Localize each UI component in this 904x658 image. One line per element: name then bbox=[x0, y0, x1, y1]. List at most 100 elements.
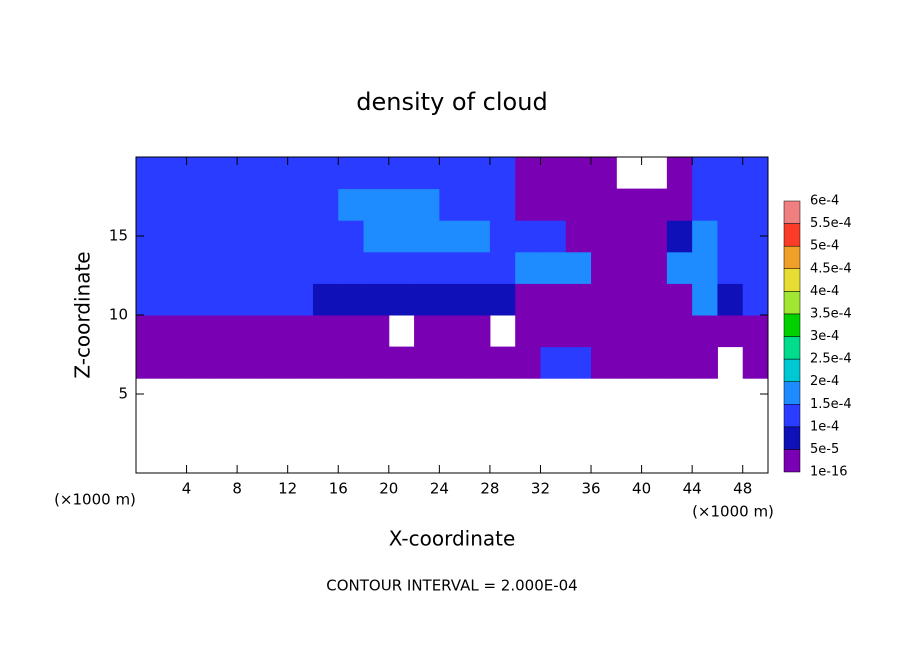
contour-cell bbox=[540, 315, 567, 348]
colorbar-label: 3.5e-4 bbox=[810, 306, 852, 321]
colorbar-swatch bbox=[783, 358, 801, 382]
contour-cell bbox=[489, 188, 516, 221]
colorbar-label: 1.5e-4 bbox=[810, 397, 852, 412]
contour-cell bbox=[136, 157, 162, 190]
contour-cell bbox=[287, 251, 314, 284]
x-tick-label: 36 bbox=[581, 480, 600, 498]
contour-cell bbox=[237, 188, 263, 221]
contour-cell bbox=[439, 315, 466, 348]
contour-cell bbox=[591, 283, 617, 316]
contour-cell bbox=[692, 188, 718, 221]
contour-cell bbox=[237, 346, 263, 379]
contour-cell bbox=[717, 157, 744, 190]
colorbar-swatch bbox=[783, 313, 801, 337]
contour-cell bbox=[742, 315, 769, 348]
contour-cell bbox=[363, 188, 390, 221]
contour-cell bbox=[666, 220, 693, 253]
contour-cell bbox=[363, 283, 390, 316]
contour-cell bbox=[489, 283, 516, 316]
contour-cell bbox=[262, 220, 289, 253]
contour-cell bbox=[211, 157, 238, 190]
contour-cell bbox=[161, 346, 188, 379]
contour-cell bbox=[591, 157, 617, 190]
contour-cell bbox=[616, 283, 643, 316]
contour-cell bbox=[515, 188, 541, 221]
contour-cell bbox=[515, 220, 541, 253]
contour-cell bbox=[692, 283, 718, 316]
contour-cell bbox=[312, 315, 339, 348]
colorbar-swatch bbox=[783, 404, 801, 428]
contour-cell bbox=[540, 283, 567, 316]
contour-cell bbox=[464, 188, 491, 221]
contour-cell bbox=[414, 251, 440, 284]
contour-cell bbox=[262, 188, 289, 221]
contour-cell bbox=[414, 283, 440, 316]
contour-cell bbox=[338, 346, 365, 379]
contour-cell bbox=[616, 315, 643, 348]
x-tick-label: 32 bbox=[531, 480, 550, 498]
colorbar-swatch bbox=[783, 449, 801, 473]
contour-cell bbox=[692, 251, 718, 284]
contour-cell bbox=[641, 251, 668, 284]
y-tick-label: 5 bbox=[118, 385, 128, 403]
colorbar-label: 5.5e-4 bbox=[810, 216, 852, 231]
contour-cell bbox=[338, 157, 365, 190]
x-axis-label: X-coordinate bbox=[389, 527, 516, 551]
contour-cell bbox=[211, 346, 238, 379]
contour-cell bbox=[262, 346, 289, 379]
contour-cell bbox=[717, 220, 744, 253]
contour-cell bbox=[262, 315, 289, 348]
contour-cell bbox=[388, 346, 415, 379]
x-tick-label: 4 bbox=[182, 480, 192, 498]
contour-cell bbox=[692, 157, 718, 190]
contour-cell bbox=[742, 157, 769, 190]
contour-cell bbox=[237, 220, 263, 253]
contour-cell bbox=[388, 188, 415, 221]
contour-cell bbox=[692, 315, 718, 348]
contour-cell bbox=[136, 346, 162, 379]
y-tick-label: 15 bbox=[109, 227, 128, 245]
contour-cell bbox=[211, 315, 238, 348]
contour-cell bbox=[464, 315, 491, 348]
contour-cell bbox=[211, 283, 238, 316]
contour-cell bbox=[616, 188, 643, 221]
contour-cell bbox=[666, 251, 693, 284]
contour-cell bbox=[540, 157, 567, 190]
contour-cell bbox=[489, 251, 516, 284]
contour-cell bbox=[616, 220, 643, 253]
contour-cell bbox=[641, 315, 668, 348]
colorbar-swatch bbox=[783, 381, 801, 405]
contour-cell bbox=[616, 346, 643, 379]
contour-cell bbox=[591, 220, 617, 253]
y-axis-label: Z-coordinate bbox=[71, 251, 95, 378]
colorbar-swatch bbox=[783, 336, 801, 360]
contour-cell bbox=[742, 346, 769, 379]
contour-cell bbox=[464, 346, 491, 379]
contour-cell bbox=[641, 283, 668, 316]
colorbar-swatch bbox=[783, 291, 801, 315]
contour-cell bbox=[186, 283, 213, 316]
contour-cell bbox=[414, 315, 440, 348]
colorbar-label: 1e-16 bbox=[810, 465, 848, 480]
colorbar-swatch bbox=[783, 200, 801, 224]
contour-cell bbox=[211, 251, 238, 284]
contour-cell bbox=[742, 251, 769, 284]
contour-cell bbox=[338, 283, 365, 316]
x-tick-label: 20 bbox=[379, 480, 398, 498]
contour-cell bbox=[616, 251, 643, 284]
contour-cell bbox=[717, 188, 744, 221]
contour-cell bbox=[388, 220, 415, 253]
contour-cell bbox=[363, 251, 390, 284]
contour-cell bbox=[338, 315, 365, 348]
contour-cell bbox=[211, 188, 238, 221]
contour-cell bbox=[312, 346, 339, 379]
contour-cell bbox=[565, 251, 592, 284]
contour-cell bbox=[186, 188, 213, 221]
x-tick-label: 40 bbox=[632, 480, 651, 498]
contour-cell bbox=[136, 283, 162, 316]
contour-cell bbox=[312, 220, 339, 253]
contour-cell bbox=[565, 283, 592, 316]
contour-cell bbox=[515, 346, 541, 379]
contour-cell bbox=[565, 188, 592, 221]
